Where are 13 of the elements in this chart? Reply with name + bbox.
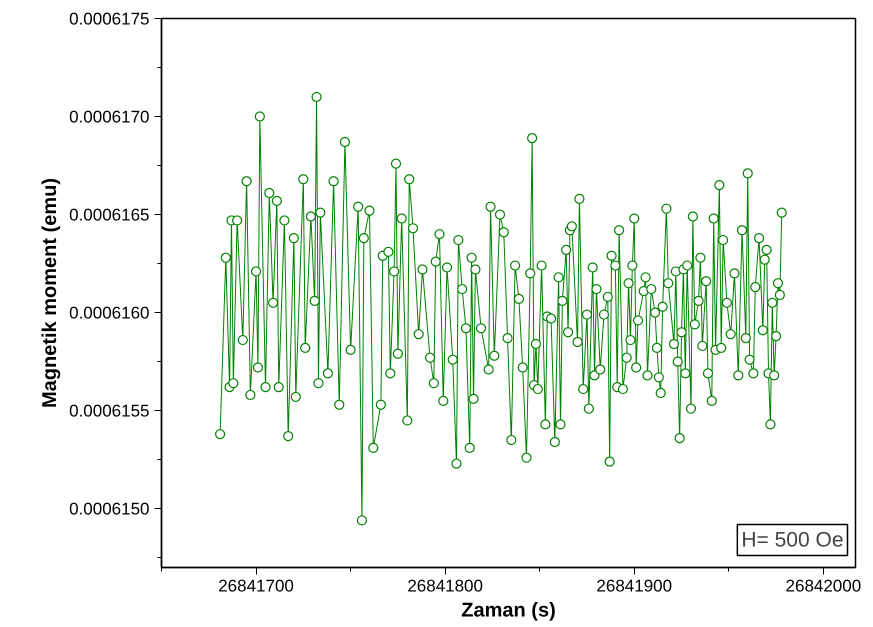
y-axis-title: Magnetik moment (emu) — [39, 178, 62, 408]
x-tick-label: 26842000 — [786, 576, 862, 596]
y-tick-label: 0.0006170 — [69, 108, 150, 127]
y-tick-label: 0.0006165 — [69, 206, 150, 225]
y-tick-label: 0.0006150 — [69, 500, 150, 519]
y-tick-label: 0.0006155 — [69, 402, 150, 421]
x-tick-label: 26841900 — [596, 576, 672, 596]
y-tick-label: 0.0006160 — [69, 304, 150, 323]
x-tick-label: 26841800 — [407, 576, 483, 596]
annotation: H= 500 Oe — [741, 528, 844, 552]
y-tick-label: 0.0006175 — [69, 10, 150, 28]
x-tick-label: 26841700 — [218, 576, 294, 596]
x-axis-title: Zaman (s) — [461, 600, 556, 622]
